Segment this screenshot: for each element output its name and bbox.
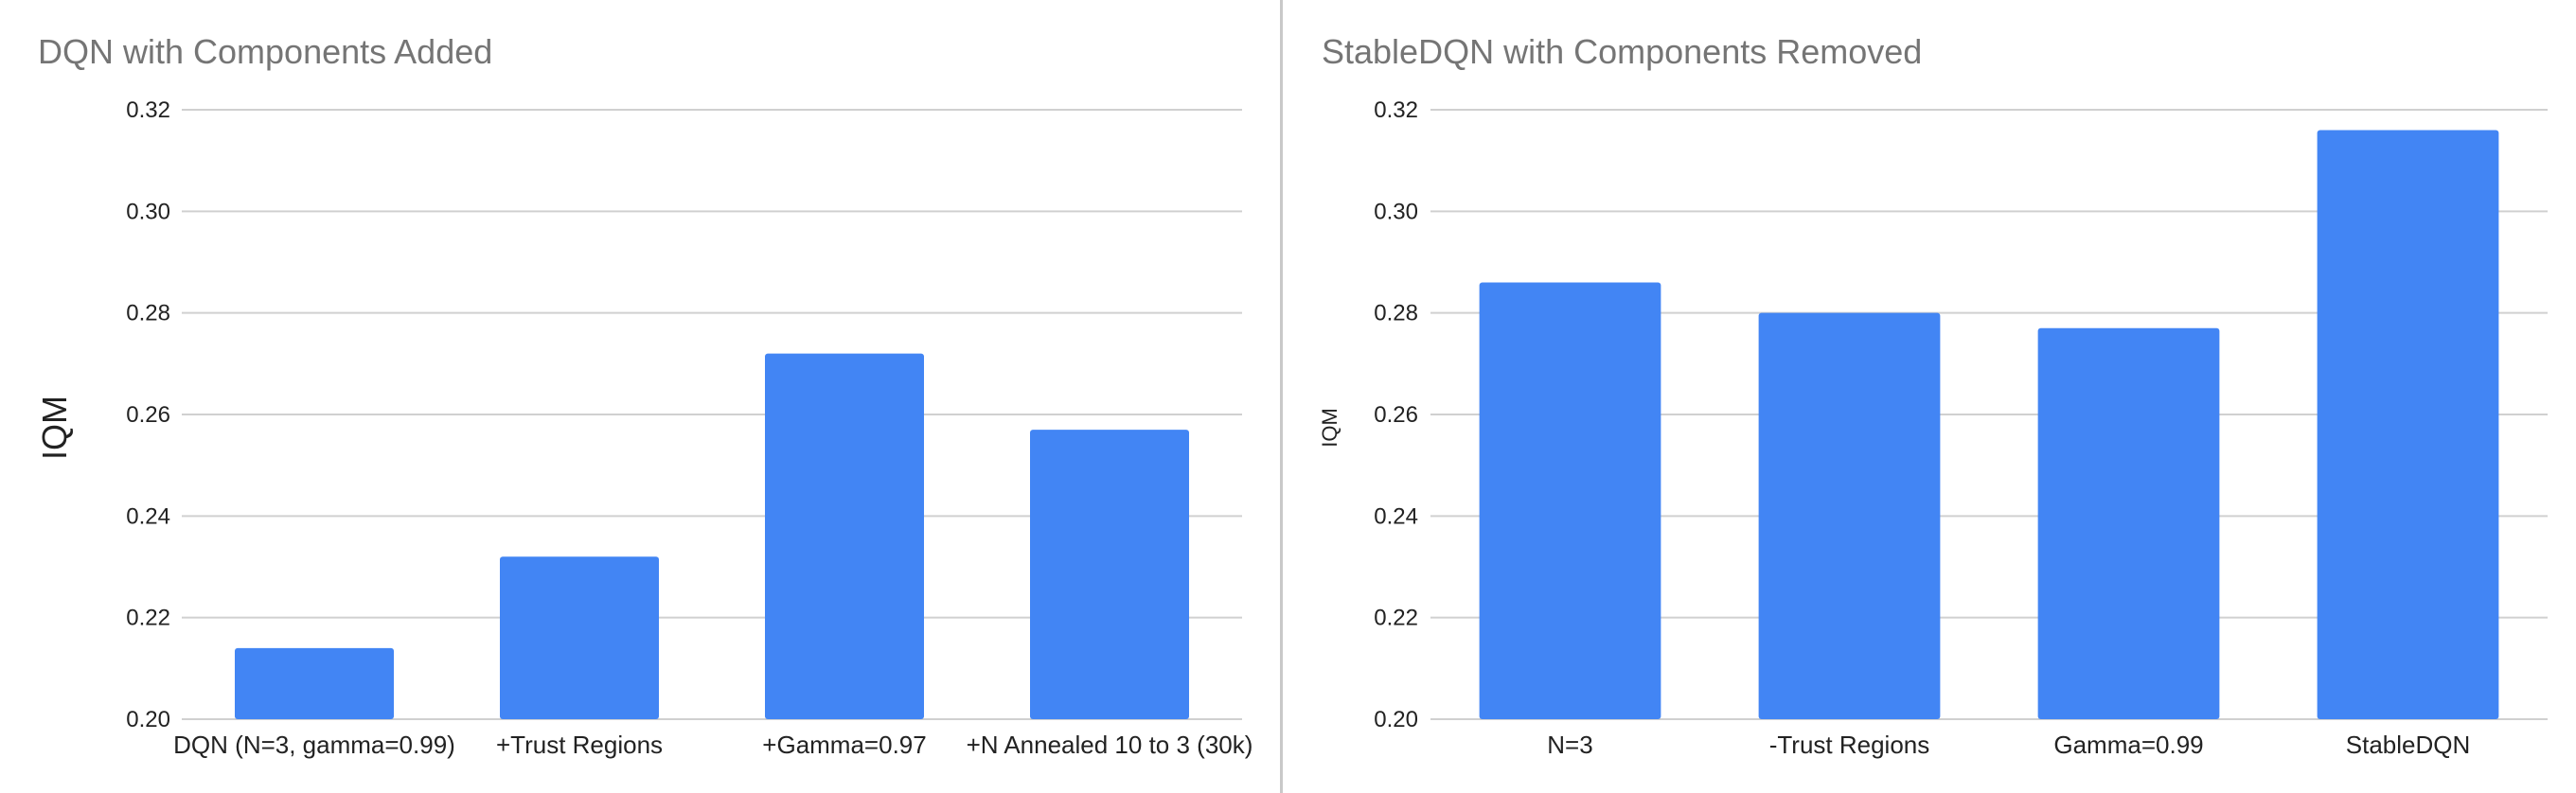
y-tick-label: 0.26 <box>126 402 170 428</box>
chart-panel-right: StableDQN with Components Removed 0.20 0.… <box>1284 0 2576 793</box>
y-tick-label: 0.24 <box>1374 503 1418 529</box>
bar <box>1479 282 1661 719</box>
y-tick-label: 0.20 <box>126 707 170 732</box>
bar-chart-right: 0.20 0.22 0.24 0.26 0.28 0.30 0.32 IQM N=3 -Trust… <box>1318 97 2548 759</box>
bar <box>2037 327 2220 719</box>
panel-divider <box>1280 0 1283 793</box>
bar <box>1758 312 1941 719</box>
y-tick-label: 0.30 <box>1374 199 1418 224</box>
x-category-label: +N Annealed 10 to 3 (30k) <box>967 731 1253 759</box>
bar-chart-left: 0.20 0.22 0.24 0.26 0.28 0.30 0.32 IQM DQN (N=3,… <box>35 97 1253 759</box>
x-category-label: StableDQN <box>2346 731 2471 759</box>
y-axis-label: IQM <box>35 396 74 460</box>
y-tick-label: 0.20 <box>1374 707 1418 732</box>
bar <box>2317 130 2499 719</box>
y-axis-label: IQM <box>1318 408 1341 448</box>
x-category-label: -Trust Regions <box>1769 731 1930 759</box>
y-tick-label: 0.28 <box>1374 301 1418 326</box>
x-category-label: +Trust Regions <box>496 731 663 759</box>
y-tick-label: 0.22 <box>1374 606 1418 631</box>
x-category-label: +Gamma=0.97 <box>762 731 926 759</box>
chart-panel-left: DQN with Components Added 0.20 0.22 0.24 0.… <box>0 0 1280 793</box>
y-tick-label: 0.32 <box>1374 97 1418 123</box>
bar <box>235 647 394 719</box>
y-tick-label: 0.32 <box>126 97 170 123</box>
y-tick-label: 0.28 <box>126 301 170 326</box>
bar <box>765 353 924 719</box>
chart-title: DQN with Components Added <box>38 32 493 71</box>
x-category-label: Gamma=0.99 <box>2053 731 2203 759</box>
y-tick-label: 0.30 <box>126 199 170 224</box>
bar <box>500 556 659 719</box>
y-tick-label: 0.24 <box>126 503 170 529</box>
bar <box>1030 430 1189 719</box>
x-category-label: N=3 <box>1547 731 1592 759</box>
chart-title: StableDQN with Components Removed <box>1322 32 1923 71</box>
y-tick-label: 0.22 <box>126 606 170 631</box>
y-tick-label: 0.26 <box>1374 402 1418 428</box>
x-category-label: DQN (N=3, gamma=0.99) <box>173 731 455 759</box>
